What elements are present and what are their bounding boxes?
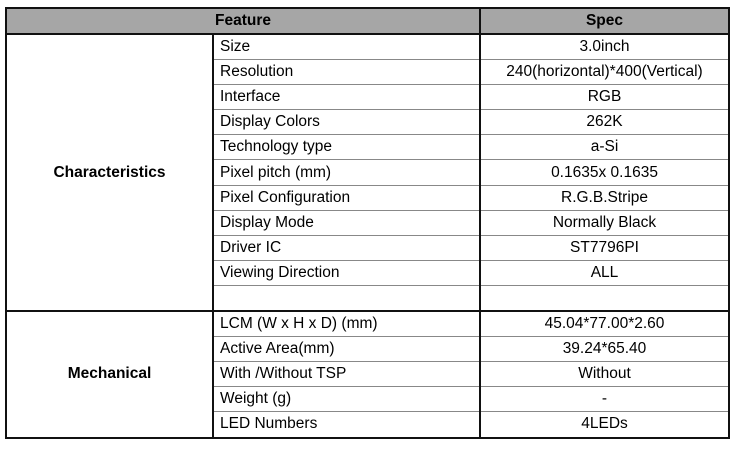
spec-cell: RGB <box>479 84 730 111</box>
feature-cell: Interface <box>212 84 481 111</box>
spec-cell: Without <box>479 361 730 388</box>
feature-cell <box>212 284 481 313</box>
section-label: Characteristics <box>5 33 214 313</box>
feature-cell: Driver IC <box>212 234 481 261</box>
header-row: Feature Spec <box>5 7 730 35</box>
table-row: Weight (g) - <box>6 386 730 413</box>
spec-cell: 262K <box>479 109 730 136</box>
feature-cell: LCM (W x H x D) (mm) <box>212 310 481 338</box>
table-row: Viewing Direction ALL <box>6 259 730 286</box>
table-row: Mechanical LCM (W x H x D) (mm) 45.04*77.0… <box>5 310 730 439</box>
spec-cell: ST7796PI <box>479 234 730 261</box>
feature-cell: Resolution <box>212 59 481 86</box>
header-feature: Feature <box>5 7 481 35</box>
feature-cell: Pixel pitch (mm) <box>212 159 481 186</box>
feature-cell: Pixel Configuration <box>212 184 481 211</box>
feature-cell: Display Mode <box>212 209 481 236</box>
table-row: With /Without TSP Without <box>6 361 730 388</box>
table-row: Resolution 240(horizontal)*400(Vertical) <box>6 59 730 86</box>
table-row: Display Colors 262K <box>6 109 730 136</box>
spec-cell: 3.0inch <box>479 33 730 61</box>
table-row <box>6 284 730 313</box>
spec-cell: 39.24*65.40 <box>479 336 730 363</box>
table-row: Driver IC ST7796PI <box>6 234 730 261</box>
spec-cell: a-Si <box>479 134 730 161</box>
feature-cell: Size <box>212 33 481 61</box>
spec-cell: 45.04*77.00*2.60 <box>479 310 730 338</box>
feature-cell: Technology type <box>212 134 481 161</box>
feature-cell: Weight (g) <box>212 386 481 413</box>
header-spec: Spec <box>479 7 730 35</box>
spec-cell: R.G.B.Stripe <box>479 184 730 211</box>
spec-cell: ALL <box>479 259 730 286</box>
table-row: Technology type a-Si <box>6 134 730 161</box>
feature-cell: Display Colors <box>212 109 481 136</box>
section-label: Mechanical <box>5 310 214 439</box>
spec-cell: 4LEDs <box>479 411 730 439</box>
feature-cell: With /Without TSP <box>212 361 481 388</box>
spec-cell: - <box>479 386 730 413</box>
table-row: Characteristics Size 3.0inch <box>5 33 730 313</box>
feature-cell: Viewing Direction <box>212 259 481 286</box>
table-row: Active Area(mm) 39.24*65.40 <box>6 336 730 363</box>
spec-cell: Normally Black <box>479 209 730 236</box>
table-row: LED Numbers 4LEDs <box>6 411 730 439</box>
feature-cell: Active Area(mm) <box>212 336 481 363</box>
spec-cell: 240(horizontal)*400(Vertical) <box>479 59 730 86</box>
spec-cell <box>479 284 730 313</box>
feature-cell: LED Numbers <box>212 411 481 439</box>
table-row: Display Mode Normally Black <box>6 209 730 236</box>
table-row: Pixel Configuration R.G.B.Stripe <box>6 184 730 211</box>
table-row: Pixel pitch (mm) 0.1635x 0.1635 <box>6 159 730 186</box>
table-row: Interface RGB <box>6 84 730 111</box>
spec-table: Feature Spec Characteristics Size 3.0inch R… <box>5 7 730 439</box>
spec-cell: 0.1635x 0.1635 <box>479 159 730 186</box>
